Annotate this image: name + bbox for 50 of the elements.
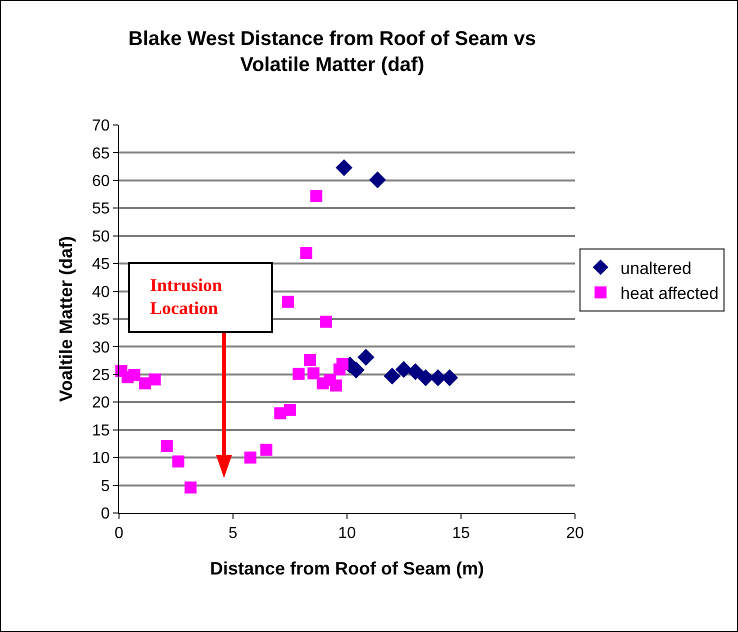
y-tick-label: 45 xyxy=(92,256,110,274)
y-axis-title: Voaltile Matter (daf) xyxy=(56,236,76,402)
y-tick-label: 25 xyxy=(92,367,110,384)
point xyxy=(336,159,352,176)
point xyxy=(160,440,173,452)
y-tick-label: 50 xyxy=(92,228,110,246)
point xyxy=(357,348,374,366)
point xyxy=(310,190,322,202)
x-tick-label: 20 xyxy=(566,525,584,542)
y-tick-label: 15 xyxy=(92,422,110,440)
callout-box: Intrusion Location xyxy=(128,262,273,333)
y-tick-label: 0 xyxy=(100,506,110,523)
y-tick-label: 65 xyxy=(92,145,110,162)
legend-label: unaltered xyxy=(620,258,692,278)
point xyxy=(395,360,412,378)
point xyxy=(260,444,272,456)
y-tick-label: 40 xyxy=(92,284,110,301)
y-tick-label: 20 xyxy=(92,394,110,412)
y-tick-label: 10 xyxy=(92,450,110,468)
x-axis-title: Distance from Roof of Seam (m) xyxy=(210,558,484,578)
point xyxy=(304,354,316,366)
point xyxy=(148,373,161,386)
annotation: Intrusion Location xyxy=(150,274,224,320)
point xyxy=(292,368,305,380)
point xyxy=(172,455,184,468)
x-tick-label: 0 xyxy=(114,525,124,542)
point xyxy=(384,368,401,385)
y-tick-label: 55 xyxy=(92,200,110,218)
y-tick-label: 70 xyxy=(92,118,110,135)
point xyxy=(282,296,294,308)
y-tick-label: 30 xyxy=(92,339,110,356)
point xyxy=(406,363,424,380)
point xyxy=(330,380,342,392)
y-tick-label: 35 xyxy=(92,312,110,329)
x-tick-label: 10 xyxy=(338,525,356,542)
point xyxy=(128,368,140,381)
chart-title: Blake West Distance from Roof of Seam vs Volatile Matter (daf) xyxy=(128,28,536,76)
point xyxy=(284,404,296,416)
point xyxy=(336,358,348,370)
point xyxy=(184,482,197,494)
y-tick-label: 5 xyxy=(100,478,110,495)
x-tick-label: 5 xyxy=(228,525,238,542)
y-tick-label: 60 xyxy=(92,173,110,190)
point xyxy=(244,452,256,464)
point xyxy=(307,367,320,380)
point xyxy=(369,171,386,188)
point xyxy=(300,247,312,260)
point xyxy=(320,316,332,328)
x-tick-label: 15 xyxy=(452,525,470,542)
legend-label: heat affected xyxy=(620,284,719,303)
